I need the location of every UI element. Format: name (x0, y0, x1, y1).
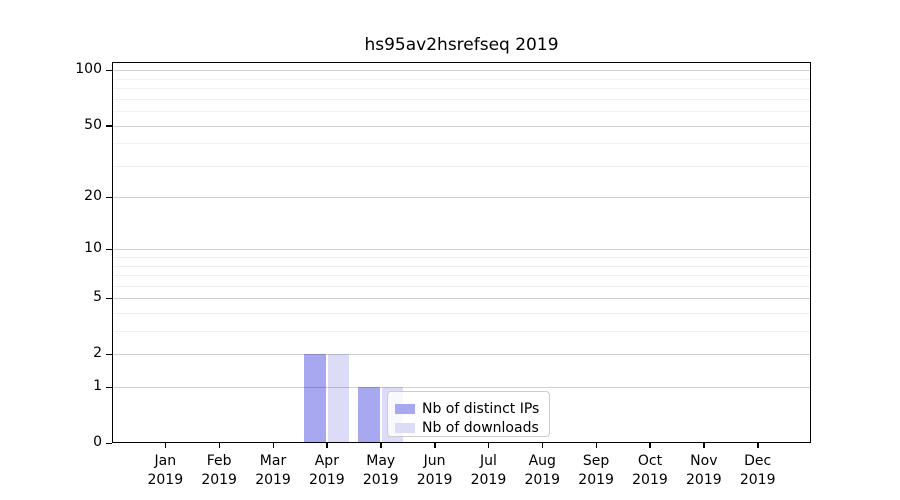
y-tick-mark (105, 297, 112, 300)
x-tick-label: Apr 2019 (309, 453, 345, 488)
x-tick-mark (164, 443, 167, 448)
legend-label: Nb of distinct IPs (422, 400, 540, 417)
y-tick-label: 2 (93, 345, 102, 362)
x-tick-mark (649, 443, 651, 448)
x-tick-label: May 2019 (362, 453, 399, 488)
x-tick-label: Mar 2019 (255, 453, 291, 488)
gridline-major (112, 387, 811, 389)
gridline-minor (112, 78, 811, 80)
x-tick-mark (757, 443, 759, 448)
x-tick-mark (487, 443, 490, 448)
y-tick-mark (105, 196, 112, 199)
gridline-minor (112, 331, 811, 333)
y-tick-label: 1 (93, 378, 102, 395)
x-tick-label: Jul 2019 (470, 453, 507, 488)
bar-0-4 (358, 387, 380, 443)
gridline-minor (112, 111, 811, 113)
x-tick-label: Jan 2019 (147, 453, 184, 488)
x-tick-mark (272, 443, 275, 448)
y-tick-label: 10 (84, 240, 102, 257)
x-tick-mark (595, 443, 598, 448)
gridline-minor (112, 143, 811, 145)
x-tick-mark (326, 443, 328, 448)
y-tick-mark (105, 125, 112, 127)
y-tick-mark (105, 442, 112, 444)
gridline-major (112, 197, 811, 199)
y-tick-mark (105, 248, 112, 251)
y-tick-label: 100 (75, 61, 102, 78)
bar-0-3 (304, 354, 326, 443)
plot-border (112, 62, 811, 443)
gridline-minor (112, 275, 811, 277)
gridline-minor (112, 257, 811, 259)
legend-item-0: Nb of distinct IPs (395, 400, 539, 417)
x-tick-mark (218, 443, 221, 448)
gridline-major (112, 70, 811, 72)
y-tick-mark (105, 69, 112, 72)
gridline-minor (112, 165, 811, 167)
x-tick-label: Sep 2019 (578, 453, 614, 488)
y-tick-mark (105, 386, 112, 389)
x-tick-label: Jun 2019 (416, 453, 453, 488)
gridline-minor (112, 285, 811, 287)
legend-label: Nb of downloads (422, 419, 539, 436)
gridline-major (112, 298, 811, 300)
gridline-minor (112, 313, 811, 315)
x-tick-label: Nov 2019 (686, 453, 722, 488)
legend: Nb of distinct IPs Nb of downloads (387, 391, 550, 437)
gridline-minor (112, 265, 811, 267)
x-tick-mark (703, 443, 705, 448)
x-tick-label: Feb 2019 (201, 453, 237, 488)
gridline-major (112, 249, 811, 251)
y-tick-label: 20 (84, 188, 102, 205)
x-tick-mark (434, 443, 436, 448)
gridline-major (112, 125, 811, 127)
x-tick-mark (380, 443, 382, 448)
y-tick-label: 5 (93, 289, 102, 306)
x-tick-label: Aug 2019 (524, 453, 561, 488)
legend-item-1: Nb of downloads (395, 419, 539, 436)
gridline-minor (112, 98, 811, 100)
y-tick-mark (105, 353, 112, 356)
x-tick-label: Dec 2019 (739, 453, 776, 488)
chart-title: hs95av2hsrefseq 2019 (364, 35, 559, 55)
legend-swatch-icon (395, 403, 415, 414)
gridline-minor (112, 88, 811, 90)
x-tick-label: Oct 2019 (632, 453, 668, 488)
y-tick-label: 0 (93, 434, 102, 450)
legend-swatch-icon (395, 422, 415, 433)
y-tick-label: 50 (84, 116, 102, 133)
bar-1-3 (327, 354, 350, 443)
x-tick-mark (541, 443, 544, 448)
gridline-major (112, 354, 811, 356)
